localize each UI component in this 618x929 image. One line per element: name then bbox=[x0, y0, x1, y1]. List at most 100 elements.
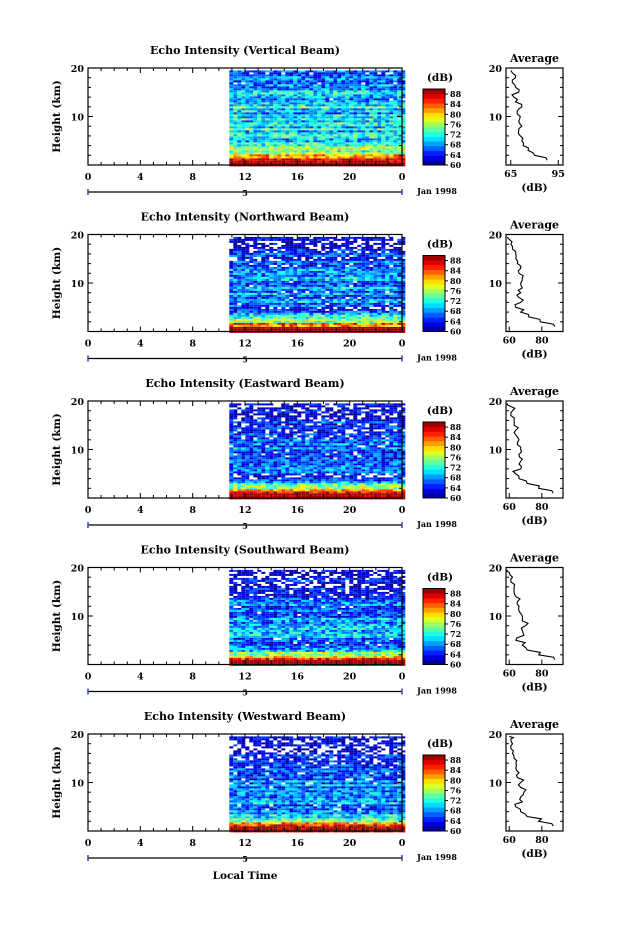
colorbar-tick-label: 76 bbox=[450, 452, 462, 462]
y-axis-label: Height (km) bbox=[51, 80, 63, 152]
colorbar-scale bbox=[423, 255, 445, 332]
month-label: Jan 1998 bbox=[416, 519, 457, 529]
y-axis: 10 20 bbox=[71, 397, 402, 499]
y-tick-label: 20 bbox=[71, 730, 85, 741]
date-axis: 5 Jan 1998 bbox=[87, 852, 457, 864]
colorbar-tick-label: 88 bbox=[450, 256, 462, 266]
profile-xlabel: (dB) bbox=[521, 182, 547, 194]
x-tick-label: 0 bbox=[399, 172, 406, 183]
profile-frame bbox=[505, 566, 564, 666]
colorbar-frame bbox=[422, 255, 446, 332]
date-axis: 5 Jan 1998 bbox=[87, 686, 457, 698]
x-axis: 0 4 8 12 16 20 0 bbox=[85, 68, 406, 183]
colorbar-tick-label: 64 bbox=[450, 316, 462, 326]
colorbar-tick-label: 68 bbox=[450, 806, 462, 816]
x-tick-label: 8 bbox=[189, 339, 196, 350]
y-axis: 10 20 bbox=[71, 64, 402, 166]
average-profile: Average 10 20 60 80 (dB) bbox=[489, 385, 564, 527]
profile-x-tick-label: 65 bbox=[504, 169, 517, 180]
profile-x-tick-label: 60 bbox=[503, 336, 517, 347]
y-axis-label: Height (km) bbox=[51, 413, 63, 485]
heatmap-image bbox=[229, 403, 406, 500]
profile-y-tick-label: 20 bbox=[489, 730, 503, 741]
x-tick-label: 0 bbox=[399, 505, 406, 516]
x-tick-label: 0 bbox=[85, 672, 92, 683]
y-tick-label: 10 bbox=[71, 113, 85, 124]
profile-y-tick-label: 10 bbox=[489, 612, 503, 623]
y-tick-label: 20 bbox=[71, 231, 85, 242]
colorbar-scale bbox=[423, 588, 445, 665]
heatmap-image bbox=[229, 70, 406, 167]
profile-title: Average bbox=[509, 52, 559, 65]
chart-title: Echo Intensity (Vertical Beam) bbox=[150, 44, 340, 57]
profile-frame bbox=[505, 733, 564, 832]
heatmap-image bbox=[229, 236, 406, 333]
profile-xlabel: (dB) bbox=[521, 848, 547, 860]
x-tick-label: 20 bbox=[343, 838, 357, 849]
profile-line bbox=[507, 236, 556, 327]
colorbar-tick-label: 64 bbox=[450, 649, 462, 659]
colorbar-tick-label: 80 bbox=[450, 109, 462, 119]
colorbar-frame bbox=[422, 421, 446, 499]
y-axis-label: Height (km) bbox=[51, 247, 63, 319]
y-axis: 10 20 bbox=[71, 231, 402, 332]
average-profile: Average 10 20 60 80 (dB) bbox=[489, 552, 564, 694]
colorbar-tick-label: 60 bbox=[450, 327, 462, 337]
y-tick-label: 10 bbox=[71, 279, 85, 290]
profile-y-tick-label: 20 bbox=[489, 64, 503, 75]
x-tick-label: 12 bbox=[238, 339, 251, 350]
colorbar-tick-label: 68 bbox=[450, 639, 462, 649]
y-axis-label: Height (km) bbox=[51, 580, 63, 652]
colorbar-tick-label: 88 bbox=[450, 422, 462, 432]
profile-y-tick-label: 20 bbox=[489, 231, 503, 242]
x-tick-label: 0 bbox=[85, 172, 92, 183]
colorbar-scale bbox=[423, 422, 445, 499]
y-axis-label: Height (km) bbox=[51, 746, 63, 818]
y-axis: 10 20 bbox=[71, 730, 402, 832]
colorbar-tick-label: 60 bbox=[450, 826, 462, 836]
colorbar-frame bbox=[422, 754, 446, 832]
x-tick-label: 0 bbox=[399, 339, 406, 350]
colorbar-tick-label: 60 bbox=[450, 160, 462, 170]
profile-x-tick-label: 80 bbox=[535, 336, 549, 347]
profile-y-tick-label: 20 bbox=[489, 564, 503, 575]
x-tick-label: 20 bbox=[343, 505, 357, 516]
profile-line bbox=[510, 70, 548, 161]
chart-panel-2: Echo Intensity (Eastward Beam)0 4 8 12 16 20 0… bbox=[51, 377, 564, 531]
x-tick-label: 0 bbox=[85, 838, 92, 849]
x-tick-label: 20 bbox=[343, 172, 357, 183]
y-tick-label: 10 bbox=[71, 612, 85, 623]
colorbar-scale bbox=[423, 755, 445, 832]
profile-title: Average bbox=[509, 718, 559, 731]
colorbar-tick-label: 64 bbox=[450, 150, 462, 160]
colorbar-tick-label: 68 bbox=[450, 140, 462, 150]
colorbar-label: (dB) bbox=[427, 405, 453, 417]
chart-title: Echo Intensity (Southward Beam) bbox=[141, 544, 350, 557]
colorbar-scale bbox=[423, 89, 445, 166]
heatmap-image bbox=[229, 736, 406, 833]
colorbar-label: (dB) bbox=[427, 239, 453, 251]
profile-x-tick-label: 80 bbox=[535, 502, 549, 513]
profile-y-tick-label: 20 bbox=[489, 397, 503, 408]
x-tick-label: 12 bbox=[238, 838, 251, 849]
colorbar-tick-label: 80 bbox=[450, 609, 462, 619]
profile-frame bbox=[505, 400, 564, 499]
x-tick-label: 8 bbox=[189, 172, 196, 183]
x-tick-label: 4 bbox=[137, 339, 144, 350]
colorbar-tick-label: 76 bbox=[450, 619, 462, 629]
colorbar-tick-label: 72 bbox=[450, 629, 461, 639]
colorbar-tick-label: 80 bbox=[450, 775, 462, 785]
x-tick-label: 16 bbox=[291, 505, 305, 516]
y-tick-label: 10 bbox=[71, 779, 85, 790]
date-label: 5 bbox=[242, 688, 248, 698]
x-tick-label: 20 bbox=[343, 339, 357, 350]
y-tick-label: 20 bbox=[71, 64, 85, 75]
colorbar-label: (dB) bbox=[427, 72, 453, 84]
date-label: 5 bbox=[242, 521, 248, 531]
figure-xlabel: Local Time bbox=[213, 870, 278, 882]
colorbar-tick-label: 72 bbox=[450, 796, 461, 806]
chart-title: Echo Intensity (Eastward Beam) bbox=[145, 377, 344, 390]
